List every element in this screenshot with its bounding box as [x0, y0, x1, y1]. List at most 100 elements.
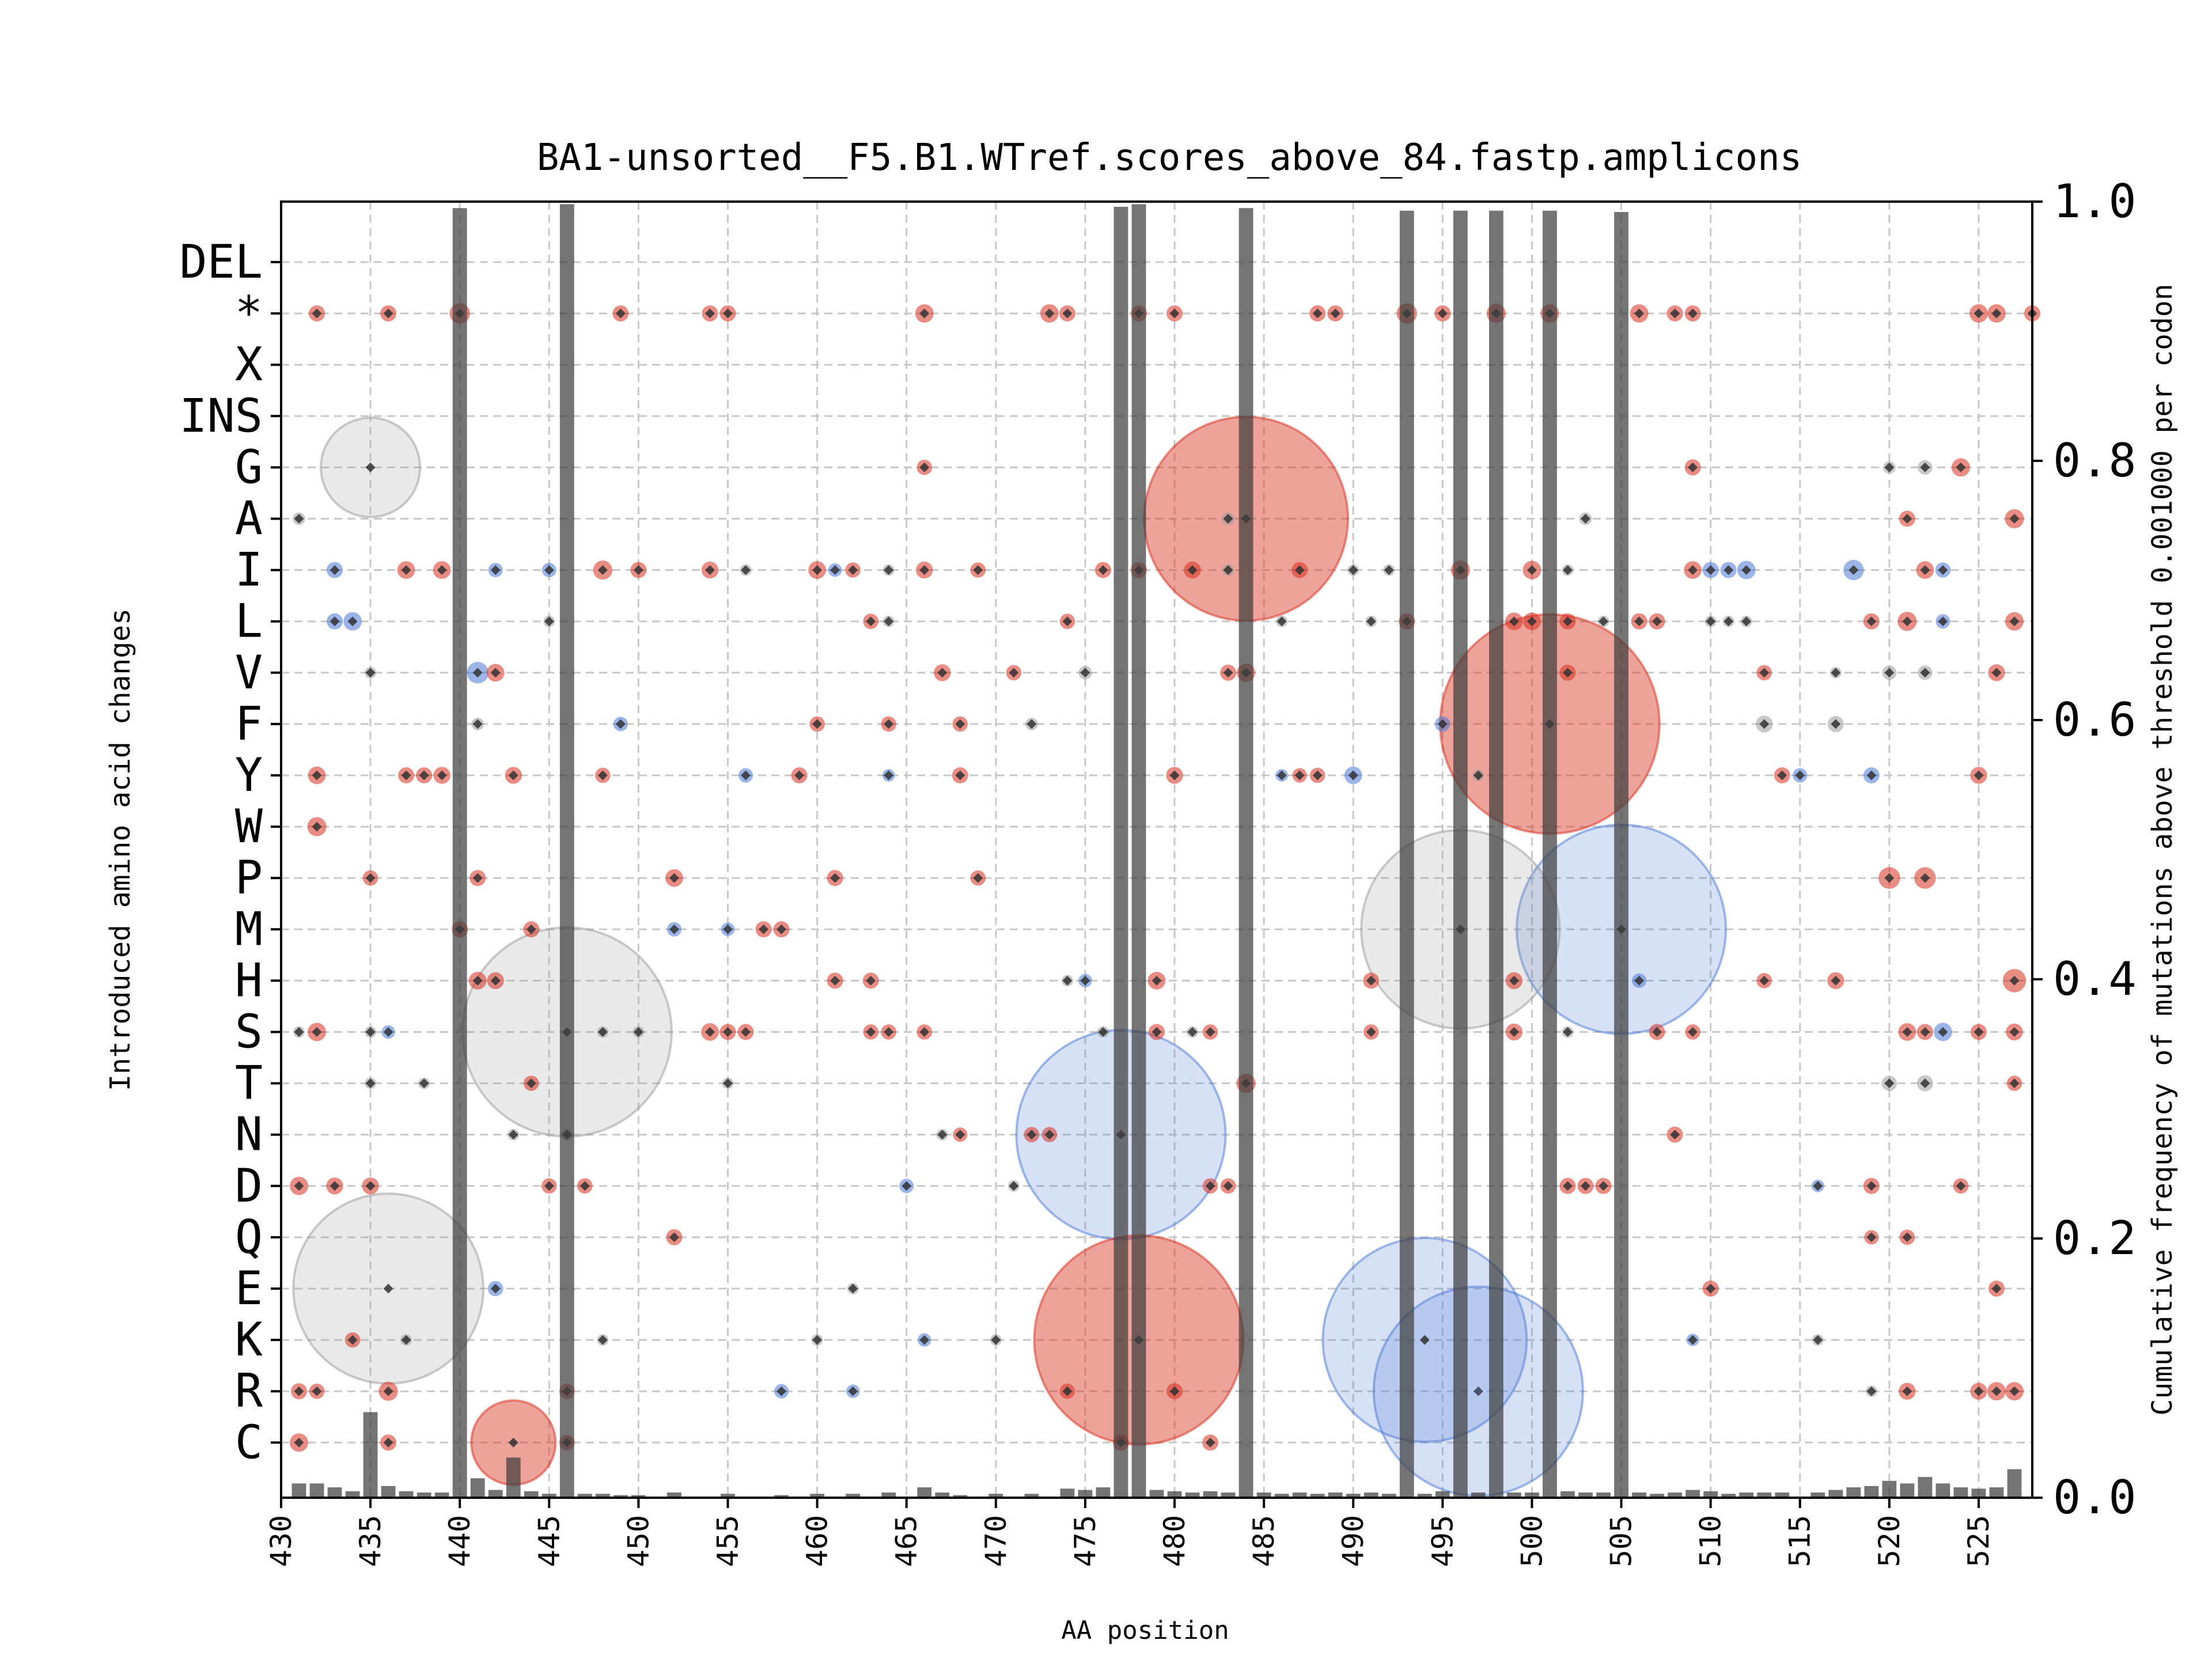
point-marker: [884, 616, 894, 627]
point-marker: [1187, 565, 1198, 575]
x-axis-ticks: 430 435 440 445 450 455 460 465 470 475 480 485 490 4…: [264, 1498, 1995, 1567]
point-marker: [1080, 668, 1090, 678]
point-marker: [1473, 1386, 1483, 1396]
y2-axis-label: Cumulative frequency of mutations above …: [2146, 283, 2179, 1415]
point-marker: [919, 565, 930, 575]
point-marker: [1562, 1027, 1573, 1037]
x-tick-label: 455: [711, 1515, 745, 1567]
point-marker: [723, 924, 733, 934]
cumulative-bar: [1900, 1483, 1915, 1498]
point-marker: [508, 1437, 518, 1448]
point-marker: [1884, 873, 1895, 883]
x-tick-label: 510: [1694, 1515, 1728, 1567]
y-tick-label: P: [235, 851, 263, 904]
point-marker: [437, 770, 447, 781]
point-marker: [955, 1130, 965, 1140]
point-marker: [794, 770, 805, 781]
point-marker: [973, 565, 983, 575]
point-marker: [759, 924, 769, 934]
point-marker: [1652, 1027, 1662, 1037]
point-marker: [1884, 1078, 1895, 1089]
cumulative-bar: [1632, 1493, 1646, 1498]
point-marker: [1634, 616, 1645, 627]
x-tick-label: 520: [1873, 1515, 1906, 1567]
x-tick-label: 470: [979, 1515, 1013, 1567]
point-marker: [1652, 616, 1662, 627]
point-marker: [2009, 1386, 2020, 1396]
y2-tick-label: 0.4: [2053, 952, 2137, 1006]
y-tick-label: K: [235, 1313, 263, 1366]
cumulative-bar: [1721, 1494, 1736, 1498]
point-marker: [1920, 668, 1930, 678]
y2-tick-label: 0.8: [2053, 434, 2137, 487]
point-marker: [633, 1027, 643, 1037]
point-marker: [1688, 565, 1698, 575]
y-tick-label: E: [235, 1262, 263, 1315]
point-marker: [812, 1335, 823, 1345]
point-marker: [1062, 975, 1073, 986]
point-marker: [1902, 1027, 1912, 1037]
point-marker: [508, 770, 518, 781]
point-marker: [526, 924, 536, 934]
point-marker: [401, 770, 411, 781]
cumulative-bar: [988, 1494, 1003, 1498]
point-marker: [1562, 616, 1573, 627]
point-marker: [955, 719, 965, 729]
point-marker: [848, 1283, 858, 1294]
point-marker: [669, 1232, 679, 1243]
point-marker: [597, 565, 608, 575]
cumulative-bar: [631, 1495, 646, 1498]
y-tick-label: C: [235, 1415, 263, 1469]
point-marker: [1599, 1181, 1608, 1191]
point-marker: [490, 975, 501, 986]
point-marker: [615, 308, 626, 319]
point-marker: [812, 565, 823, 575]
cumulative-bar: [935, 1493, 950, 1498]
point-marker: [1777, 770, 1787, 781]
point-marker: [1348, 565, 1358, 575]
point-marker: [294, 1386, 304, 1396]
point-marker: [1759, 975, 1770, 986]
x-tick-label: 505: [1605, 1515, 1638, 1567]
cumulative-bar: [1739, 1493, 1754, 1498]
y-tick-label: G: [235, 440, 263, 494]
cumulative-bar: [1149, 1490, 1164, 1498]
cumulative-bar: [1221, 1493, 1236, 1498]
point-marker: [294, 1181, 304, 1191]
point-marker: [1062, 308, 1073, 319]
point-marker: [329, 1181, 340, 1191]
point-marker: [1562, 565, 1573, 575]
point-marker: [472, 873, 483, 883]
point-marker: [1473, 770, 1483, 781]
point-marker: [777, 924, 787, 934]
point-marker: [1437, 719, 1448, 729]
cumulative-bar: [1292, 1493, 1307, 1498]
point-marker: [1920, 1078, 1930, 1089]
point-marker: [1009, 1181, 1019, 1191]
y-tick-label: V: [235, 646, 263, 699]
point-marker: [1062, 616, 1073, 627]
cumulative-bar: [917, 1487, 932, 1498]
y-tick-label: N: [235, 1108, 263, 1161]
y-tick-label: I: [235, 543, 263, 597]
point-marker: [2009, 1027, 2020, 1037]
point-marker: [866, 975, 876, 986]
point-marker: [1044, 308, 1055, 319]
point-marker: [1920, 873, 1930, 883]
y-axis-label: Introduced amino acid changes: [104, 608, 137, 1091]
x-tick-label: 475: [1069, 1515, 1102, 1567]
cumulative-bar: [1113, 207, 1128, 1498]
point-marker: [1688, 308, 1698, 319]
x-tick-label: 500: [1515, 1515, 1548, 1567]
point-marker: [1634, 975, 1645, 986]
cumulative-bar: [2007, 1469, 2022, 1498]
x-tick-label: 450: [622, 1515, 655, 1567]
point-marker: [1509, 616, 1519, 627]
point-marker: [1634, 308, 1645, 319]
point-marker: [294, 514, 304, 524]
point-marker: [1169, 770, 1180, 781]
cumulative-bar: [595, 1494, 610, 1498]
y-tick-label: INS: [180, 389, 263, 442]
x-tick-label: 435: [354, 1515, 387, 1567]
